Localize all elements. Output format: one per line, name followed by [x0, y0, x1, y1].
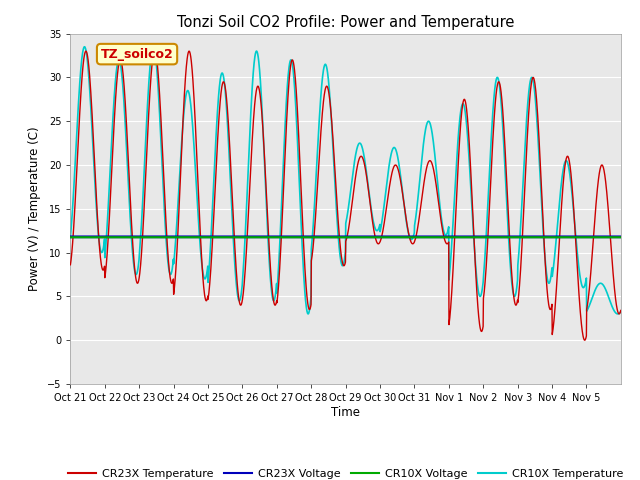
Y-axis label: Power (V) / Temperature (C): Power (V) / Temperature (C) — [28, 127, 42, 291]
Text: TZ_soilco2: TZ_soilco2 — [100, 48, 173, 60]
Title: Tonzi Soil CO2 Profile: Power and Temperature: Tonzi Soil CO2 Profile: Power and Temper… — [177, 15, 515, 30]
Legend: CR23X Temperature, CR23X Voltage, CR10X Voltage, CR10X Temperature: CR23X Temperature, CR23X Voltage, CR10X … — [64, 465, 627, 480]
X-axis label: Time: Time — [331, 406, 360, 419]
